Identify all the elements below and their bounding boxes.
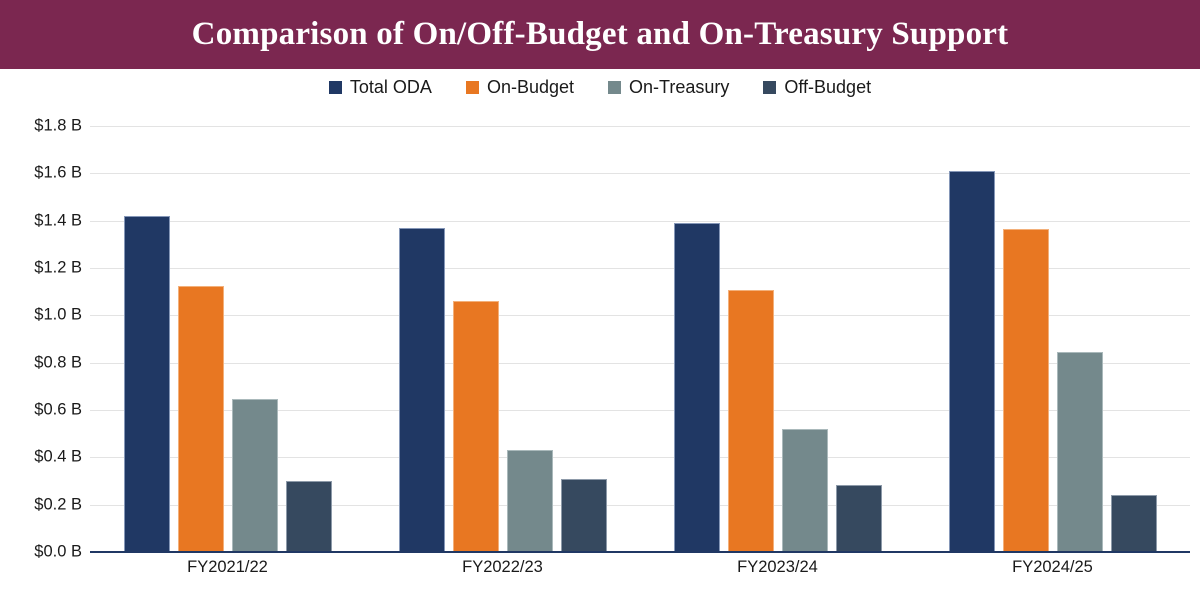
bar-on-budget[interactable]: [452, 301, 499, 552]
legend-item-on-treasury[interactable]: On-Treasury: [608, 77, 729, 98]
gridline: [90, 457, 1190, 459]
bar-off-budget[interactable]: [285, 481, 332, 552]
gridline: [90, 362, 1190, 364]
bar-off-budget[interactable]: [560, 478, 607, 552]
gridline: [90, 315, 1190, 317]
bar-total-oda[interactable]: [673, 223, 720, 552]
bar-on-budget[interactable]: [177, 285, 224, 552]
gridline: [90, 410, 1190, 411]
legend-swatch-icon: [465, 80, 479, 94]
chart-legend: Total ODA On-Budget On-Treasury Off-Budget: [0, 71, 1200, 103]
y-tick-label: $0.2 B: [34, 495, 82, 514]
bar-off-budget[interactable]: [1110, 495, 1157, 552]
y-tick-label: $1.6 B: [34, 163, 82, 182]
bar-groups: [90, 126, 1190, 552]
y-tick-label: $0.0 B: [34, 542, 82, 561]
y-tick-label: $1.4 B: [34, 211, 82, 230]
legend-item-total-oda[interactable]: Total ODA: [328, 76, 432, 98]
x-tick-label: FY2021/22: [187, 558, 268, 576]
bar-on-treasury[interactable]: [781, 428, 828, 552]
chart-header-band: Comparison of On/Off-Budget and On-Treas…: [0, 0, 1200, 69]
legend-swatch-icon: [608, 80, 621, 94]
gridline: [90, 504, 1190, 506]
bar-off-budget[interactable]: [835, 484, 882, 552]
bar-on-budget[interactable]: [727, 290, 774, 552]
y-tick-label: $1.2 B: [34, 258, 82, 277]
y-tick-label: $0.8 B: [34, 353, 82, 372]
bar-total-oda[interactable]: [948, 170, 995, 552]
y-tick-label: $1.0 B: [34, 305, 82, 324]
legend-item-label: On-Budget: [486, 76, 574, 97]
gridline: [90, 173, 1190, 175]
bar-total-oda[interactable]: [398, 227, 445, 552]
legend-item-on-budget[interactable]: On-Budget: [465, 76, 574, 98]
y-tick-label: $0.4 B: [34, 447, 82, 466]
gridline: [90, 220, 1190, 222]
legend-item-label: Total ODA: [349, 76, 432, 97]
y-tick-label: $1.8 B: [34, 116, 82, 135]
plot-wrapper: $0.0 B $0.2 B $0.4 B $0.6 B $0.8 B $1.0 B $1.2…: [0, 103, 1200, 600]
gridline: [90, 268, 1190, 269]
y-axis: $0.0 B $0.2 B $0.4 B $0.6 B $0.8 B $1.0 B $1.2…: [0, 103, 90, 561]
bar-on-budget[interactable]: [1002, 228, 1049, 552]
x-tick-label: FY2024/25: [1012, 558, 1093, 576]
bar-group: [915, 126, 1190, 552]
bar-on-treasury[interactable]: [1056, 352, 1103, 552]
plot-area: [90, 126, 1190, 553]
x-axis-line: [90, 551, 1190, 553]
legend-swatch-icon: [763, 80, 777, 94]
chart-title: Comparison of On/Off-Budget and On-Treas…: [191, 16, 1009, 52]
bar-group: [90, 126, 365, 552]
gridline: [90, 126, 1190, 127]
legend-item-label: On-Treasury: [629, 76, 730, 97]
x-axis: FY2021/22 FY2022/23 FY2023/24 FY2024/25: [90, 558, 1190, 577]
bar-group: [365, 126, 640, 552]
y-tick-label: $0.6 B: [34, 400, 82, 419]
legend-item-off-budget[interactable]: Off-Budget: [763, 77, 871, 98]
bar-on-treasury[interactable]: [231, 399, 278, 552]
x-tick-label: FY2023/24: [737, 558, 818, 576]
legend-swatch-icon: [328, 80, 342, 94]
legend-item-label: Off-Budget: [784, 76, 872, 97]
x-tick-label: FY2022/23: [462, 558, 543, 576]
bar-total-oda[interactable]: [123, 215, 170, 552]
bar-group: [640, 126, 915, 552]
bar-on-treasury[interactable]: [506, 450, 553, 552]
